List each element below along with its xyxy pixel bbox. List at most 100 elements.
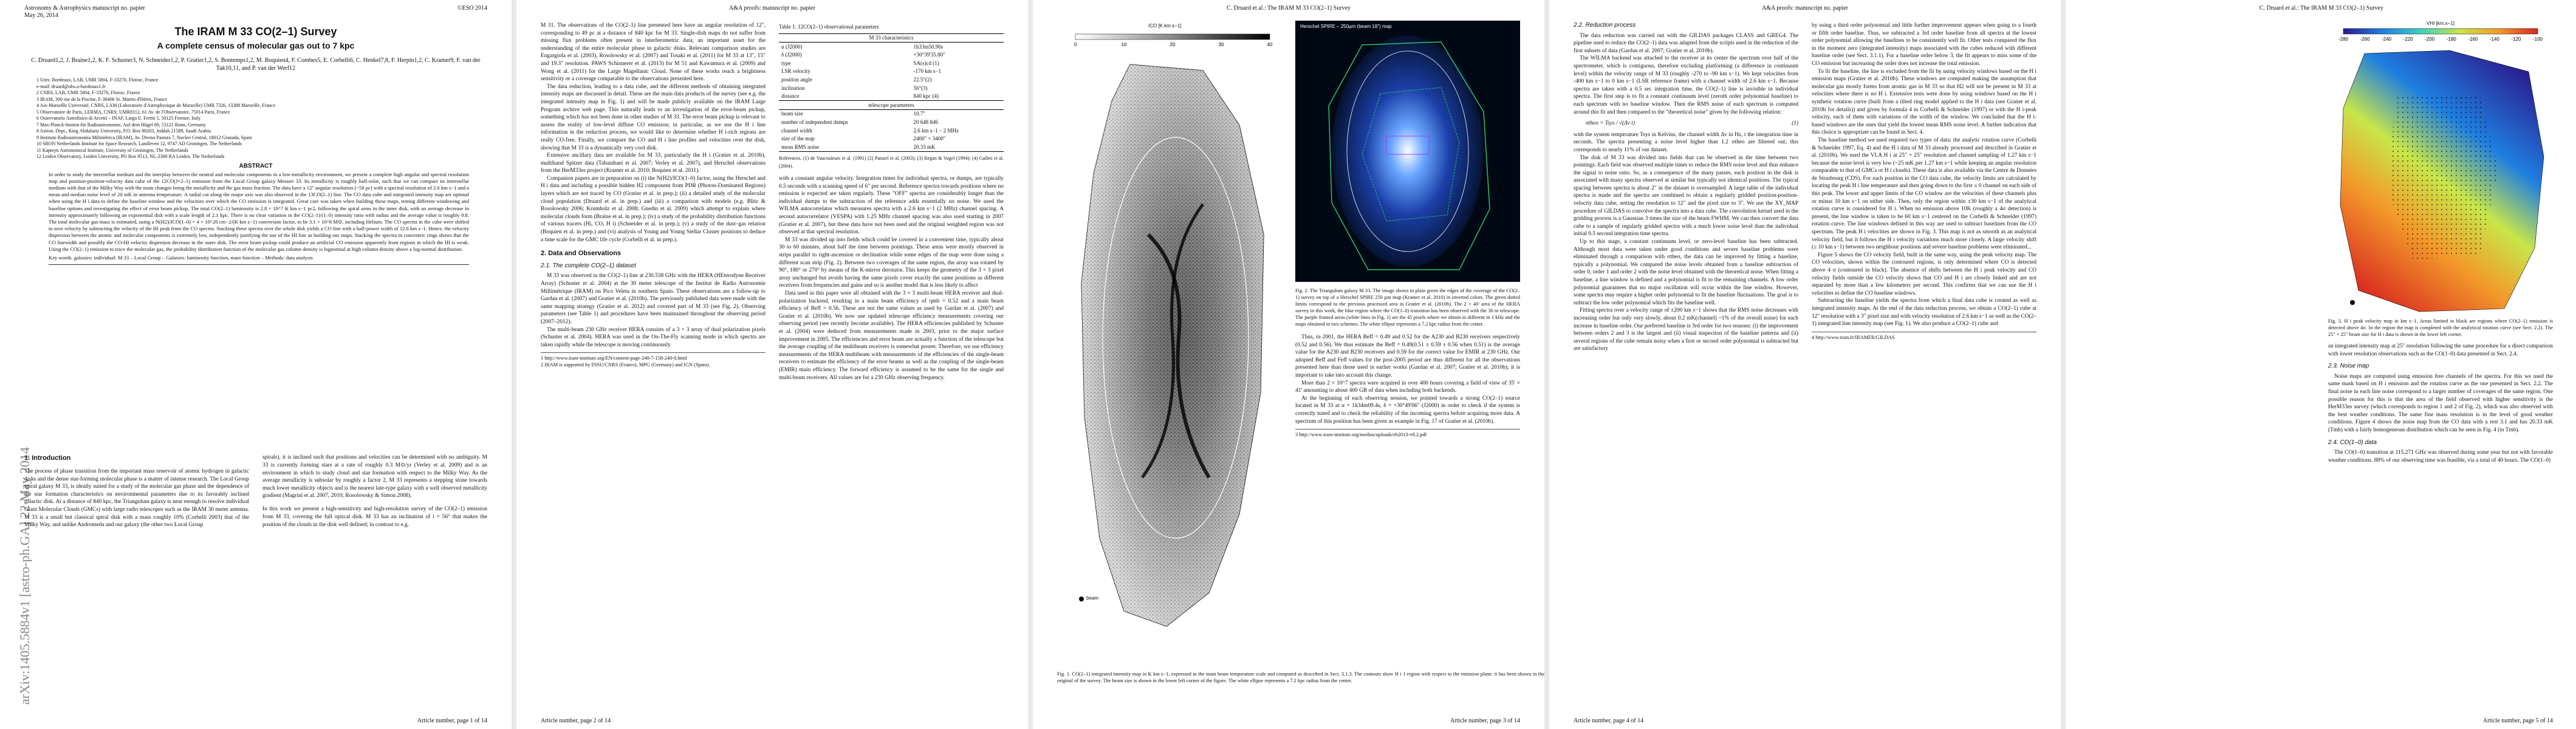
colorbar-tick-label: 0 bbox=[1074, 42, 1077, 47]
colorbar-gradient bbox=[1075, 33, 1270, 40]
author-list: C. Druard1,2, J. Braine1,2, K. F. Schust… bbox=[31, 57, 481, 72]
table-references: References. (1) de Vaucouleurs et al. (1… bbox=[779, 155, 1004, 169]
table-label: beam size bbox=[781, 111, 803, 117]
table-label: size of the map bbox=[781, 135, 815, 142]
table-value: +30°39'35.80" bbox=[913, 52, 945, 58]
table-label: inclination bbox=[781, 84, 805, 91]
colorbar-label: ICO [K.km.s−1] bbox=[1148, 23, 1182, 29]
affiliation-list: 1 Univ. Bordeaux, LAB, UMR 5804, F-33270… bbox=[36, 77, 487, 160]
table-group-header: telescope parameters bbox=[779, 100, 1004, 110]
column-left: 2.2. Reduction process The data reductio… bbox=[1574, 22, 1798, 711]
abstract-text: In order to study the interstellar mediu… bbox=[49, 171, 469, 252]
footnote: 4 http://www.iram.fr/IRAMFR/GILDAS bbox=[1812, 331, 2036, 341]
colorbar-tick-label: 10 bbox=[1122, 42, 1127, 47]
page-2: A&A proofs: manuscript no. papier M 31. … bbox=[516, 0, 1028, 729]
page-4: A&A proofs: manuscript no. papier 2.2. R… bbox=[1549, 0, 2061, 729]
table-row: position angle 22.5°(2) bbox=[779, 76, 1004, 84]
column-right-text: an integrated intensity map at 25" resol… bbox=[2328, 343, 2553, 464]
footnotes: 1 http://www.iram-institute.org/EN/conte… bbox=[541, 352, 766, 368]
paragraph: The WILMA backend was attached to the re… bbox=[1574, 55, 1798, 115]
figure-1-caption: Fig. 1. CO(2–1) integrated intensity map… bbox=[1057, 671, 1544, 683]
co10-region bbox=[1386, 135, 1430, 155]
observational-parameters-table: M 33 characteristics α (J2000) 1h33m50.90s… bbox=[779, 33, 1004, 152]
table-row: beam size 10.7" bbox=[779, 109, 1004, 118]
paragraph: M 33 was observed in the CO(2–1) line at… bbox=[541, 273, 766, 325]
paragraph: with a constant angular velocity. Integr… bbox=[779, 176, 1004, 236]
paragraph: More than 2 × 10^7 spectra were acquired… bbox=[1295, 380, 1520, 394]
page-footer: Article number, page 1 of 14 bbox=[417, 717, 487, 724]
table-caption: Table 1. 12CO(2–1) observational paramet… bbox=[779, 24, 879, 30]
paragraph: The multi-beam 230 GHz receiver HERA con… bbox=[541, 326, 766, 348]
paragraph: spirals), it is inclined such that posit… bbox=[262, 454, 487, 499]
intro-column-left: 1. Introduction The process of phase tra… bbox=[24, 448, 249, 535]
page-5: C. Druard et al.: The IRAM M 33 CO(2–1) … bbox=[2066, 0, 2576, 729]
survey-boundary bbox=[1328, 41, 1490, 270]
affiliation: 2 CNRS, LAB, UMR 5804, F-33270, Floirac,… bbox=[36, 90, 140, 95]
table-row: channel width 2.6 km s−1 – 2 MHz bbox=[779, 126, 1004, 135]
paragraph: The data reduction was carried out with … bbox=[1574, 32, 1798, 54]
column-left: M 31. The observations of the CO(2–1) li… bbox=[541, 22, 766, 711]
affiliation: 9 Instituto Radioastronomía Milimétrica … bbox=[36, 134, 252, 140]
table-value: -170 km s−1 bbox=[913, 68, 942, 75]
paragraph: The baseline method we used required two… bbox=[1812, 137, 2036, 251]
colorbar-tick-label: -200 bbox=[2425, 36, 2435, 42]
column-left: Subtracting the baseline yields the spec… bbox=[2090, 22, 2315, 711]
colorbar-label: VHI [km.s−1] bbox=[2426, 21, 2454, 26]
footnote: 2 IRAM is supported by INSU/CNRS (France… bbox=[541, 362, 710, 368]
paragraph: Companion papers are in preparation on (… bbox=[541, 175, 766, 243]
table-label: type bbox=[781, 60, 791, 66]
paragraph: The disk of M 33 was divided into fields… bbox=[1574, 154, 1798, 238]
figure-1: ICO [K.km.s−1] 0 10 20 30 40 bea bbox=[1057, 21, 1544, 689]
herschel-title: Herschel SPIRE – 250µm (beam 18") map bbox=[1300, 24, 1392, 29]
divider bbox=[49, 264, 469, 265]
colorbar-tick-label: -140 bbox=[2490, 36, 2500, 42]
subsection-heading: 2.2. Reduction process bbox=[1574, 22, 1636, 29]
table-row: mean RMS noise 20.33 mK bbox=[779, 143, 1004, 151]
copyright: ©ESO 2014 bbox=[457, 5, 487, 12]
paragraph: Figure 5 shows the CO velocity field, bu… bbox=[1812, 252, 2036, 296]
affiliation: 12 Leiden Observatory, Leiden University… bbox=[36, 154, 225, 159]
column-right-text: Thus, in 2001, the HERA Beff = 0.49 and … bbox=[1295, 334, 1520, 438]
paragraph: The CO(1–0) transition at 115.271 GHz wa… bbox=[2328, 450, 2553, 464]
spiral-arm bbox=[1140, 203, 1205, 479]
colorbar-tick-label: -180 bbox=[2447, 36, 2457, 42]
table-label: number of independent dumps bbox=[781, 119, 848, 126]
footnote: 3 http://www.iram-institute.org/medias/u… bbox=[1295, 429, 1520, 438]
radius-ellipse bbox=[1346, 50, 1469, 252]
colorbar-tick-label: -160 bbox=[2468, 36, 2478, 42]
colorbar-tick-label: -220 bbox=[2403, 36, 2414, 42]
table-row: type SA(s)cd (1) bbox=[779, 59, 1004, 67]
page-footer: Article number, page 5 of 14 bbox=[2482, 717, 2553, 724]
table-value: 20 648 846 bbox=[913, 119, 938, 126]
running-head: C. Druard et al.: The IRAM M 33 CO(2–1) … bbox=[2259, 5, 2383, 12]
table-label: channel width bbox=[781, 127, 812, 134]
affiliation: 5 Observatoire de Paris, LERMA, CNRS: UM… bbox=[36, 109, 230, 115]
colorbar-gradient bbox=[2343, 28, 2538, 35]
subsection-heading: 2.1. The complete CO(2–1) dataset bbox=[541, 262, 636, 269]
colorbar-tick-label: -280 bbox=[2338, 36, 2349, 42]
colorbar-tick-label: 20 bbox=[1170, 42, 1176, 47]
footnote: 1 http://www.iram-institute.org/EN/conte… bbox=[541, 355, 687, 361]
paragraph: by using a third order polynomial and li… bbox=[1812, 22, 2036, 67]
column-right: Table 1. 12CO(2–1) observational paramet… bbox=[779, 22, 1004, 711]
paragraph: M 31. The observations of the CO(2–1) li… bbox=[541, 22, 766, 83]
hi-velocity-map bbox=[2328, 47, 2553, 315]
section-heading: 1. Introduction bbox=[24, 454, 71, 462]
paragraph: The process of phase transition from the… bbox=[24, 468, 249, 529]
colorbar: 0 10 20 30 40 bbox=[1074, 33, 1273, 47]
radius-ellipse bbox=[1102, 137, 1249, 539]
table-row: size of the map 2400" × 3400" bbox=[779, 135, 1004, 143]
affiliation: 3 IRAM, 300 rue de la Piscine, F-38406 S… bbox=[36, 96, 167, 102]
paragraph: Extensive ancillary data are available f… bbox=[541, 152, 766, 174]
paragraph: Subtracting the baseline yields the spec… bbox=[1812, 298, 2036, 327]
paragraph: an integrated intensity map at 25" resol… bbox=[2328, 343, 2553, 357]
table-group-header: M 33 characteristics bbox=[779, 33, 1004, 43]
paragraph: Thus, in 2001, the HERA Beff = 0.49 and … bbox=[1295, 334, 1520, 378]
abstract-heading: ABSTRACT bbox=[239, 162, 273, 169]
paragraph: M 33 was divided up into fields which co… bbox=[779, 236, 1004, 289]
table-value: 1h33m50.90s bbox=[913, 43, 944, 50]
table-label: δ (J2000) bbox=[781, 52, 802, 58]
affiliation: 6 Osservatorio Astrofisico di Arcetri – … bbox=[36, 115, 201, 121]
beam-label: beam bbox=[1086, 595, 1099, 601]
column-right: by using a third order polynomial and li… bbox=[1812, 22, 2036, 711]
